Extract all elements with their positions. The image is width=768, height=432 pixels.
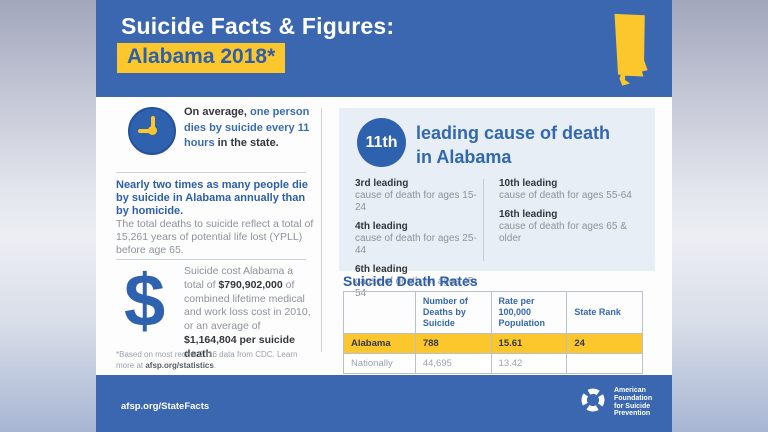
- rank-badge: 11th: [357, 118, 406, 167]
- death-rates-table: Number of Deaths by Suicide Rate per 100…: [343, 291, 643, 374]
- cell-state-label: Nationally: [343, 353, 416, 374]
- rates-table-title: Suicide Death Rates: [343, 273, 478, 289]
- cell-rank: [566, 353, 643, 374]
- cause-desc: cause of death for ages 15-24: [355, 190, 477, 213]
- footnote-period: .: [213, 361, 217, 370]
- cost-fact-t3: of combined lifetime medical and work lo…: [184, 278, 311, 333]
- table-row-alabama: Alabama 788 15.61 24: [343, 333, 643, 354]
- cell-rate: 13.42: [490, 353, 568, 374]
- cause-item: 3rd leading cause of death for ages 15-2…: [355, 178, 477, 214]
- footer-banner: afsp.org/StateFacts American Foundation …: [96, 375, 672, 432]
- statefacts-link[interactable]: afsp.org/StateFacts: [121, 401, 210, 412]
- afsp-lifesaver-icon: [581, 388, 605, 412]
- header-cell-deaths: Number of Deaths by Suicide: [414, 291, 492, 334]
- frequency-fact-suffix: in the state.: [214, 137, 279, 149]
- cost-fact-t1: Suicide cost Alabama a total of: [184, 265, 294, 291]
- homicide-comparison-fact: Nearly two times as many people die by s…: [116, 179, 308, 217]
- leading-cause-heading: leading cause of death in Alabama: [416, 123, 611, 167]
- cause-desc: cause of death for ages 25-44: [355, 233, 477, 256]
- clock-icon: [128, 107, 176, 155]
- divider: [116, 259, 306, 260]
- cell-rate: 15.61: [490, 333, 568, 354]
- cost-fact: Suicide cost Alabama a total of $790,902…: [184, 265, 312, 362]
- clock-hour-hand: [138, 129, 153, 133]
- header-cell-rate: Rate per 100,000 Population: [490, 291, 568, 334]
- frequency-fact-highlight: one person dies by suicide every 11 hour…: [184, 106, 310, 149]
- cause-rank: 4th leading: [355, 221, 408, 232]
- cause-rank: 10th leading: [499, 178, 558, 189]
- clock-face: [128, 107, 176, 155]
- header-banner: Suicide Facts & Figures: Alabama 2018*: [96, 0, 672, 97]
- leading-cause-panel: 11th leading cause of death in Alabama 3…: [339, 108, 655, 299]
- cell-rank: 24: [566, 333, 643, 354]
- header-cell-blank: [343, 291, 416, 334]
- afsp-logo-text: American Foundation for Suicide Preventi…: [614, 385, 652, 418]
- cause-item: 10th leading cause of death for ages 55-…: [499, 178, 649, 202]
- afsp-logo: American Foundation for Suicide Preventi…: [578, 385, 652, 418]
- header-cell-rank: State Rank: [566, 291, 643, 334]
- page-subtitle-highlight: Alabama 2018*: [117, 43, 286, 73]
- frequency-fact-prefix: On average,: [184, 106, 251, 118]
- afsp-logo-line: Foundation: [614, 394, 653, 402]
- column-divider: [321, 108, 322, 352]
- cell-deaths: 44,695: [414, 353, 492, 374]
- letterbox-left: [0, 0, 96, 432]
- source-footnote: *Based on most recent 2016 data from CDC…: [116, 349, 308, 371]
- clock-minute-hand: [151, 116, 155, 133]
- clock-center-dot: [148, 126, 157, 135]
- dollar-icon: $: [124, 259, 166, 342]
- cause-desc: cause of death for ages 55-64: [499, 190, 632, 201]
- causes-column-right: 10th leading cause of death for ages 55-…: [499, 178, 649, 252]
- page-title: Suicide Facts & Figures:: [121, 13, 395, 39]
- causes-divider: [483, 179, 484, 261]
- afsp-logo-line: American: [614, 387, 646, 394]
- footnote-text: *Based on most recent 2016 data from CDC…: [116, 350, 298, 370]
- cause-rank: 3rd leading: [355, 178, 409, 189]
- table-row-nationally: Nationally 44,695 13.42: [343, 353, 643, 374]
- cause-item: 16th leading cause of death for ages 65 …: [499, 209, 649, 245]
- cause-item: 4th leading cause of death for ages 25-4…: [355, 221, 477, 257]
- cost-total-value: $790,902,000: [218, 278, 283, 291]
- infographic: Suicide Facts & Figures: Alabama 2018* O…: [96, 0, 672, 432]
- afsp-logo-line: for Suicide: [614, 402, 651, 410]
- divider: [116, 172, 306, 173]
- afsp-logo-line: Prevention: [614, 410, 651, 418]
- cost-average-value: $1,164,804 per suicide death: [184, 333, 295, 360]
- cause-rank: 6th leading: [355, 264, 408, 275]
- letterbox-right: [672, 0, 768, 432]
- cause-desc: cause of death for ages 65 & older: [499, 221, 627, 244]
- frequency-fact: On average, one person dies by suicide e…: [184, 105, 310, 152]
- ypll-fact: The total deaths to suicide reflect a to…: [116, 218, 314, 257]
- table-header-row: Number of Deaths by Suicide Rate per 100…: [343, 291, 643, 334]
- cell-deaths: 788: [414, 333, 492, 354]
- cell-state-label: Alabama: [343, 333, 416, 354]
- cost-fact-t5: .: [212, 347, 215, 360]
- alabama-state-icon: [614, 13, 648, 86]
- statistics-link[interactable]: afsp.org/statistics: [145, 361, 214, 370]
- cause-rank: 16th leading: [499, 209, 558, 220]
